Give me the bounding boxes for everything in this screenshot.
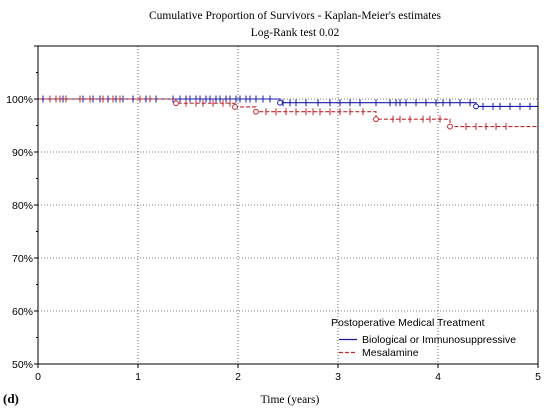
y-tick-label: 90%	[12, 147, 33, 159]
y-tick-label: 50%	[12, 359, 33, 371]
event-marker	[447, 123, 453, 130]
legend-entry-label: Biological or Immunosuppressive	[362, 334, 516, 346]
axis-ticks: 50% 60% 70% 80% 90% 100% 0 1 2 3 4 5	[6, 45, 541, 383]
chart-subtitle: Log-Rank test 0.02	[251, 27, 340, 39]
legend-title: Postoperative Medical Treatment	[331, 317, 485, 329]
chart-title: Cumulative Proportion of Survivors - Kap…	[149, 10, 442, 22]
series-mesalamine	[38, 95, 538, 131]
legend-entry-label: Mesalamine	[362, 347, 419, 359]
x-tick-label: 1	[135, 371, 141, 383]
y-tick-label: 80%	[12, 200, 33, 212]
legend: Postoperative Medical Treatment Biologic…	[331, 317, 516, 359]
series-layer	[38, 95, 538, 131]
event-marker	[277, 99, 283, 106]
event-marker	[173, 100, 179, 107]
panel-label: (d)	[3, 391, 19, 406]
x-tick-label: 3	[335, 371, 341, 383]
legend-items: Biological or ImmunosuppressiveMesalamin…	[339, 334, 516, 359]
event-marker	[473, 103, 479, 110]
x-axis-label: Time (years)	[261, 394, 320, 406]
y-tick-label: 70%	[12, 253, 33, 265]
event-marker	[373, 116, 379, 123]
y-tick-label: 100%	[6, 94, 33, 106]
event-marker	[232, 104, 238, 110]
x-tick-label: 5	[535, 371, 541, 383]
event-marker	[253, 108, 259, 115]
y-tick-label: 60%	[12, 306, 33, 318]
x-tick-label: 2	[235, 371, 241, 383]
x-tick-label: 4	[435, 371, 441, 383]
x-tick-label: 0	[35, 371, 41, 383]
